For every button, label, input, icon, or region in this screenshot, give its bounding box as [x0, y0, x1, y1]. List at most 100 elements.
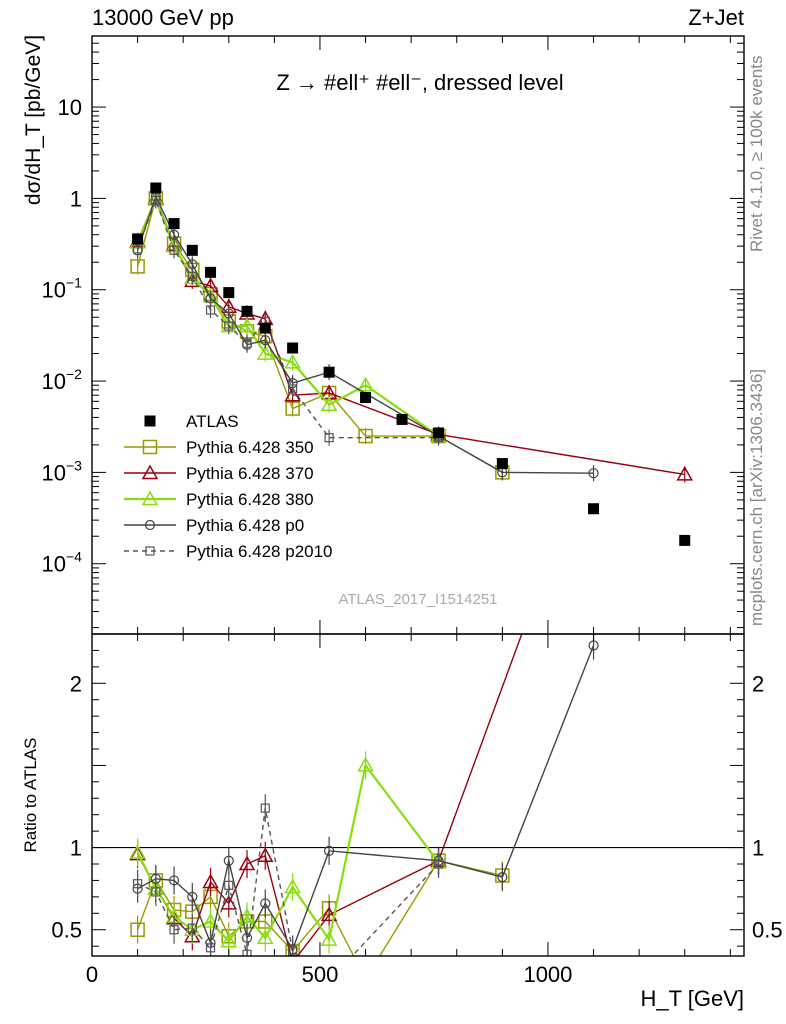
- ratio-point-1-7: [256, 847, 274, 863]
- legend-marker-0: [144, 415, 156, 427]
- ratio-point-1-8: [291, 954, 294, 956]
- x-tick-label-1: 500: [302, 962, 339, 987]
- series-point-2-9: [320, 396, 338, 412]
- ratio-point-4-3: [187, 923, 197, 933]
- ratio-point-3-2: [168, 875, 180, 886]
- data-point-10: [360, 392, 372, 404]
- series-point-3-2: [168, 229, 180, 240]
- series-point-4-5: [224, 321, 234, 331]
- ratio-point-1-6: [238, 855, 256, 871]
- ratio-point-2-0: [129, 843, 146, 859]
- data-point-12: [433, 427, 445, 439]
- y-tick-label-3: 10: [42, 369, 66, 394]
- ratio-point-2-5: [220, 932, 238, 948]
- data-point-7: [259, 322, 271, 334]
- data-point-11: [396, 413, 408, 425]
- data-point-13: [496, 458, 508, 470]
- y-tick-exponent-2: −1: [66, 275, 82, 291]
- ratio-point-2-4: [202, 912, 219, 928]
- data-point-1: [150, 182, 162, 194]
- y-tick-exponent-4: −3: [66, 457, 82, 473]
- series-point-4-9: [324, 433, 334, 443]
- ratio-point-2-8: [284, 878, 301, 894]
- ratio-point-2-7: [256, 929, 274, 945]
- legend-label-0: ATLAS: [186, 412, 239, 431]
- ratio-point-4-10: [433, 859, 444, 869]
- ratio-point-4-4: [205, 943, 216, 953]
- series-point-3-5: [223, 308, 234, 319]
- ratio-tick-label-right-1: 1: [752, 836, 764, 861]
- data-point-2: [168, 218, 180, 230]
- legend-label-4: Pythia 6.428 p0: [186, 516, 304, 535]
- y-tick-label-2: 10: [42, 278, 66, 303]
- ratio-point-0-10: [359, 973, 372, 986]
- data-point-8: [287, 342, 299, 354]
- x-tick-label-0: 0: [86, 962, 98, 987]
- ratio-point-1-11: [678, 183, 692, 196]
- ratio-tick-label-left-1: 1: [70, 836, 82, 861]
- ratio-point-3-5: [223, 855, 234, 866]
- data-point-15: [679, 534, 691, 546]
- ratio-point-4-1: [151, 887, 161, 897]
- mcplots-label: mcplots.cern.ch [arXiv:1306.3436]: [747, 369, 766, 626]
- series-point-1-8: [284, 386, 301, 402]
- y-tick-label-0: 10: [58, 95, 82, 120]
- legend: ATLAS Pythia 6.428 350 Pythia 6.428 370 Pyt…: [124, 412, 333, 561]
- legend-label-3: Pythia 6.428 380: [186, 490, 314, 509]
- legend-label-2: Pythia 6.428 370: [186, 464, 314, 483]
- data-point-4: [205, 266, 217, 278]
- series-point-4-3: [187, 271, 197, 281]
- ratio-tick-label-right-2: 2: [752, 671, 764, 696]
- ratio-point-4-8: [288, 946, 298, 956]
- rivet-label: Rivet 4.1.0, ≥ 100k events: [747, 56, 766, 252]
- legend-label-1: Pythia 6.428 350: [186, 438, 314, 457]
- legend-label-5: Pythia 6.428 p2010: [186, 542, 333, 561]
- series-point-0-10: [358, 428, 373, 444]
- ratio-point-0-0: [130, 922, 145, 937]
- ratio-point-2-9: [320, 931, 338, 946]
- ratio-point-3-3: [187, 891, 198, 902]
- series-point-4-6: [242, 338, 252, 348]
- ratio-point-1-5: [220, 894, 238, 910]
- ratio-point-4-2: [169, 925, 179, 935]
- series-point-2-6: [238, 317, 256, 333]
- ratio-point-4-7: [260, 803, 270, 813]
- series-point-4-8: [288, 384, 298, 394]
- ratio-point-3-7: [260, 898, 271, 909]
- ratio-plot-frame: [91, 633, 745, 957]
- ratio-point-4-5: [224, 880, 234, 890]
- ratio-point-2-10: [357, 756, 374, 772]
- series-point-3-12: [588, 468, 599, 479]
- series-point-1-11: [676, 465, 694, 481]
- header-right: Z+Jet: [688, 5, 744, 30]
- data-point-9: [323, 366, 335, 378]
- watermark: ATLAS_2017_I1514251: [338, 591, 497, 608]
- series-point-3-7: [260, 335, 271, 346]
- y-tick-exponent-5: −4: [66, 549, 82, 565]
- legend-marker-1: [142, 439, 158, 455]
- data-point-6: [241, 305, 253, 317]
- ratio-point-1-4: [202, 873, 219, 889]
- ratio-line-2: [136, 762, 440, 943]
- legend-marker-5: [145, 546, 155, 556]
- series-line-1: [136, 196, 685, 476]
- ratio-point-4-0: [132, 879, 143, 889]
- header-left: 13000 GeV pp: [92, 5, 234, 30]
- series-point-4-4: [205, 305, 216, 315]
- y-axis-label: dσ/dH_T [pb/GeV]: [22, 35, 45, 205]
- ratio-tick-label-left-2: 2: [70, 671, 82, 696]
- x-axis-label: H_T [GeV]: [640, 986, 744, 1011]
- ratio-point-3-11: [497, 872, 508, 883]
- y-tick-label-1: 1: [70, 186, 82, 211]
- x-tick-label-2: 1000: [523, 962, 572, 987]
- series-point-4-0: [132, 244, 143, 254]
- ratio-point-1-9: [320, 906, 338, 922]
- legend-marker-4: [144, 519, 156, 531]
- ratio-tick-label-right-0: 0.5: [752, 918, 783, 943]
- y-tick-label-4: 10: [42, 460, 66, 485]
- data-point-5: [223, 287, 235, 299]
- y-tick-label-5: 10: [42, 552, 66, 577]
- series-line-0: [136, 196, 503, 473]
- data-point-0: [132, 233, 144, 245]
